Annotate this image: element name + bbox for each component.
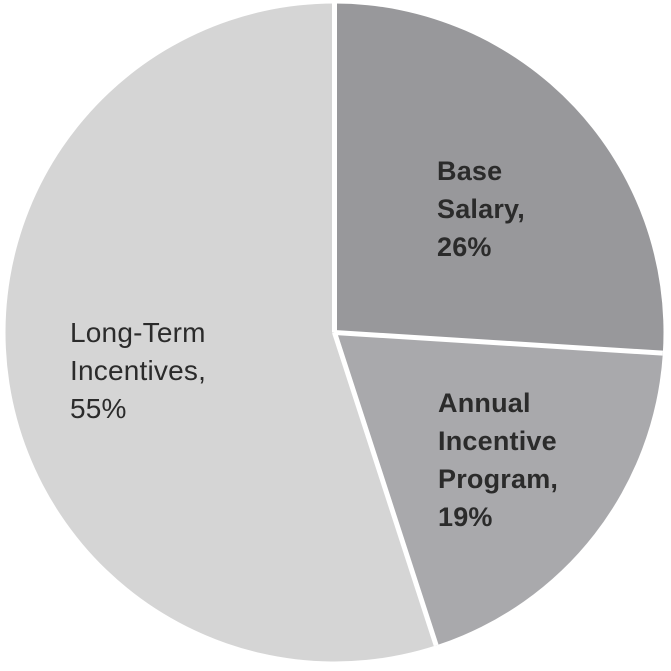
slice-label-annual-incentive-program: Annual Incentive Program, 19% [438,388,559,532]
pie-slice-long-term-incentives [5,3,437,662]
slice-label-long-term-incentives: Long-Term Incentives, 55% [70,317,207,424]
slice-separator-line [332,331,439,647]
pie-slice-annual-incentive-program [334,332,663,646]
pie-slice-base-salary [334,3,664,354]
slice-separator-line [334,330,664,356]
slice-label-base-salary: Base Salary, 26% [437,156,525,262]
